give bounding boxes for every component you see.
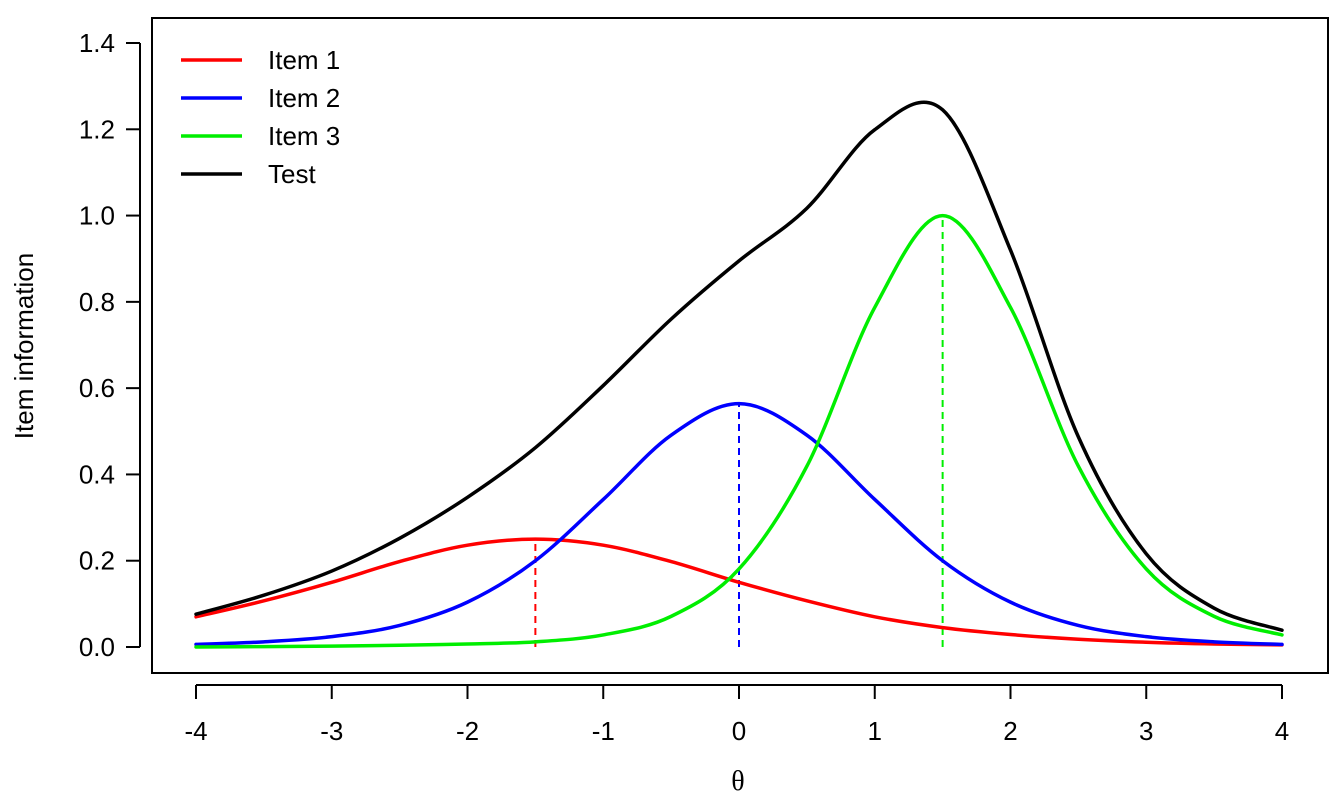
legend-label-item-3: Item 3	[268, 121, 340, 151]
x-tick-label: 1	[868, 716, 882, 746]
y-tick-label: 0.2	[79, 546, 115, 576]
y-tick-label: 0.0	[79, 632, 115, 662]
legend-label-item-2: Item 2	[268, 83, 340, 113]
legend-label-item-1: Item 1	[268, 45, 340, 75]
y-axis: 0.0 0.2 0.4 0.6 0.8 1.0 1.2 1.4	[79, 28, 141, 662]
peak-guides	[534, 215, 944, 647]
x-tick-label: -2	[456, 716, 479, 746]
series-lines	[194, 100, 1284, 649]
x-tick-label: -3	[320, 716, 343, 746]
x-tick-label: -1	[592, 716, 615, 746]
legend-label-test: Test	[268, 159, 316, 189]
series-line-item-3	[194, 213, 1284, 649]
x-tick-label: 0	[732, 716, 746, 746]
legend: Item 1 Item 2 Item 3 Test	[181, 45, 340, 189]
y-tick-label: 1.2	[79, 114, 115, 144]
series-line-item-2	[194, 401, 1284, 647]
plot-frame	[151, 17, 1329, 674]
y-tick-label: 1.0	[79, 201, 115, 231]
y-tick-label: 0.6	[79, 373, 115, 403]
series-line-test	[194, 100, 1284, 632]
series-line-item-1	[194, 537, 1284, 647]
x-tick-label: 3	[1139, 716, 1153, 746]
y-tick-label: 0.8	[79, 287, 115, 317]
x-tick-label: 2	[1003, 716, 1017, 746]
x-tick-label: -4	[184, 716, 207, 746]
y-tick-label: 0.4	[79, 459, 115, 489]
x-tick-label: 4	[1275, 716, 1289, 746]
x-axis-title: θ	[731, 766, 744, 797]
x-axis: -4 -3 -2 -1 0 1 2 3 4	[184, 684, 1289, 746]
y-axis-title: Item information	[9, 253, 39, 439]
y-tick-label: 1.4	[79, 28, 115, 58]
